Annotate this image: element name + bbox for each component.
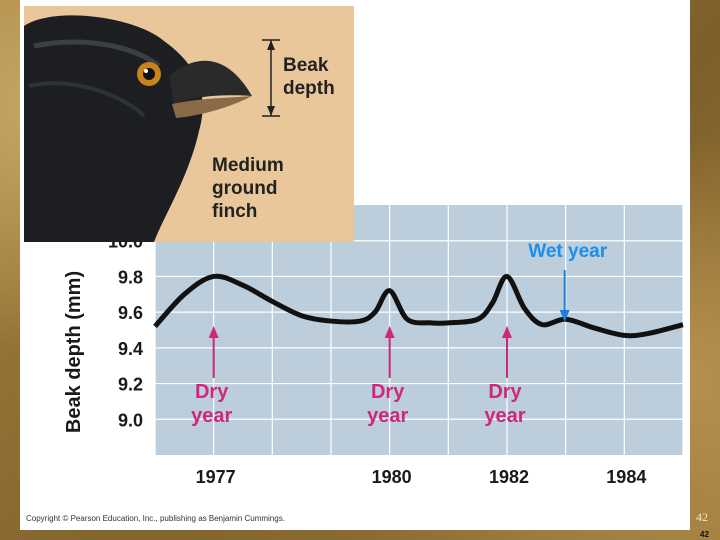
y-tick-label: 9.6 [118,303,143,323]
x-tick-label: 1984 [606,467,646,487]
series-line [153,273,684,339]
wet-year-label: Wet year [528,241,607,262]
dry-year-label: year [484,405,525,427]
dry-year-label: Dry [371,381,405,403]
finch-eye-glint [144,69,148,73]
finch-head-shape [24,15,203,242]
finch-illustration-panel: Beak depth Medium ground finch [24,6,354,242]
y-axis-label: Beak depth (mm) [63,271,85,433]
dry-year-label: Dry [488,381,522,403]
dry-year-arrow-head [208,326,219,338]
species-label: Medium ground finch [212,154,284,223]
x-tick-label: 1982 [489,467,529,487]
page-number-footer: 42 [700,530,709,539]
beak-depth-arrow-down [267,106,275,116]
page-number: 42 [696,510,708,524]
finch-feather-highlight [33,39,161,68]
y-tick-label: 9.2 [118,375,143,395]
dry-year-label: year [191,405,232,427]
dry-year-label: year [367,405,408,427]
y-tick-label: 9.8 [118,267,143,287]
dry-year-arrow-head [502,326,512,338]
beak-depth-arrow-up [267,40,275,50]
x-tick-label: 1980 [372,467,412,487]
finch-beak-upper [169,60,252,104]
y-tick-label: 9.0 [118,410,143,430]
x-tick-label: 1977 [196,467,236,487]
copyright-notice: Copyright © Pearson Education, Inc., pub… [26,514,285,523]
beak-depth-label-line-2: depth [283,78,335,99]
beak-depth-label-line-1: Beak [283,55,329,76]
wet-year-arrow-head [559,310,570,322]
dry-year-arrow-head [384,326,395,338]
species-label-line-3: finch [212,201,258,222]
dry-year-label: Dry [195,381,229,403]
finch-illustration [24,15,280,242]
finch-feather-highlight-2 [28,81,146,118]
beak-depth-label: Beak depth [283,54,335,100]
y-tick-label: 9.4 [118,339,143,359]
species-label-line-1: Medium [212,155,284,176]
species-label-line-2: ground [212,178,278,199]
finch-beak-lower [172,96,252,118]
